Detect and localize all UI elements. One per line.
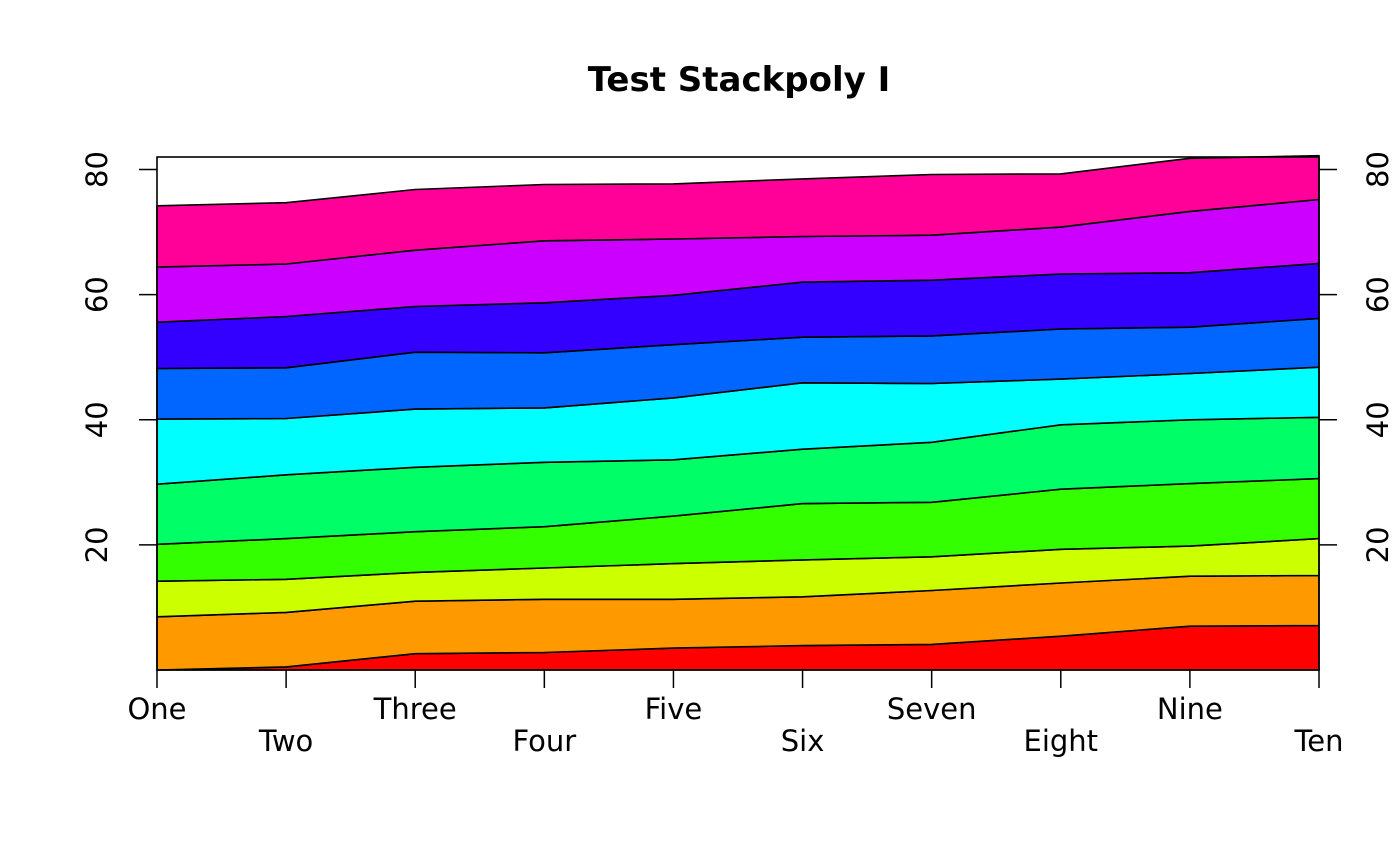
x-tick-label: Ten <box>1293 724 1343 758</box>
y-tick-label-right: 40 <box>1361 401 1395 438</box>
chart-title: Test Stackpoly I <box>588 60 891 100</box>
x-tick-label: Eight <box>1024 724 1099 758</box>
x-tick-label: Four <box>512 724 576 758</box>
x-tick-label: One <box>127 692 186 726</box>
y-tick-label-right: 80 <box>1361 151 1395 188</box>
x-tick-label: Six <box>781 724 825 758</box>
x-tick-label: Two <box>258 724 313 758</box>
x-axis: One Two Three Four Five Six Seven Eight Nine Ten <box>127 670 1344 758</box>
chart-bands <box>156 154 1320 671</box>
y-tick-label-left: 80 <box>80 151 114 188</box>
plot-frame <box>156 156 1320 671</box>
x-tick-label: Five <box>645 692 703 726</box>
y-axis-right: 20 40 60 80 <box>1319 151 1395 563</box>
y-tick-label-right: 60 <box>1361 276 1395 313</box>
x-tick-label: Nine <box>1157 692 1223 726</box>
y-axis-left: 20 40 60 80 <box>80 151 157 563</box>
y-tick-label-right: 20 <box>1361 526 1395 563</box>
x-tick-label: Seven <box>887 692 977 726</box>
y-tick-label-left: 20 <box>80 526 114 563</box>
y-tick-label-left: 60 <box>80 276 114 313</box>
y-tick-label-left: 40 <box>80 401 114 438</box>
x-tick-label: Three <box>373 692 457 726</box>
